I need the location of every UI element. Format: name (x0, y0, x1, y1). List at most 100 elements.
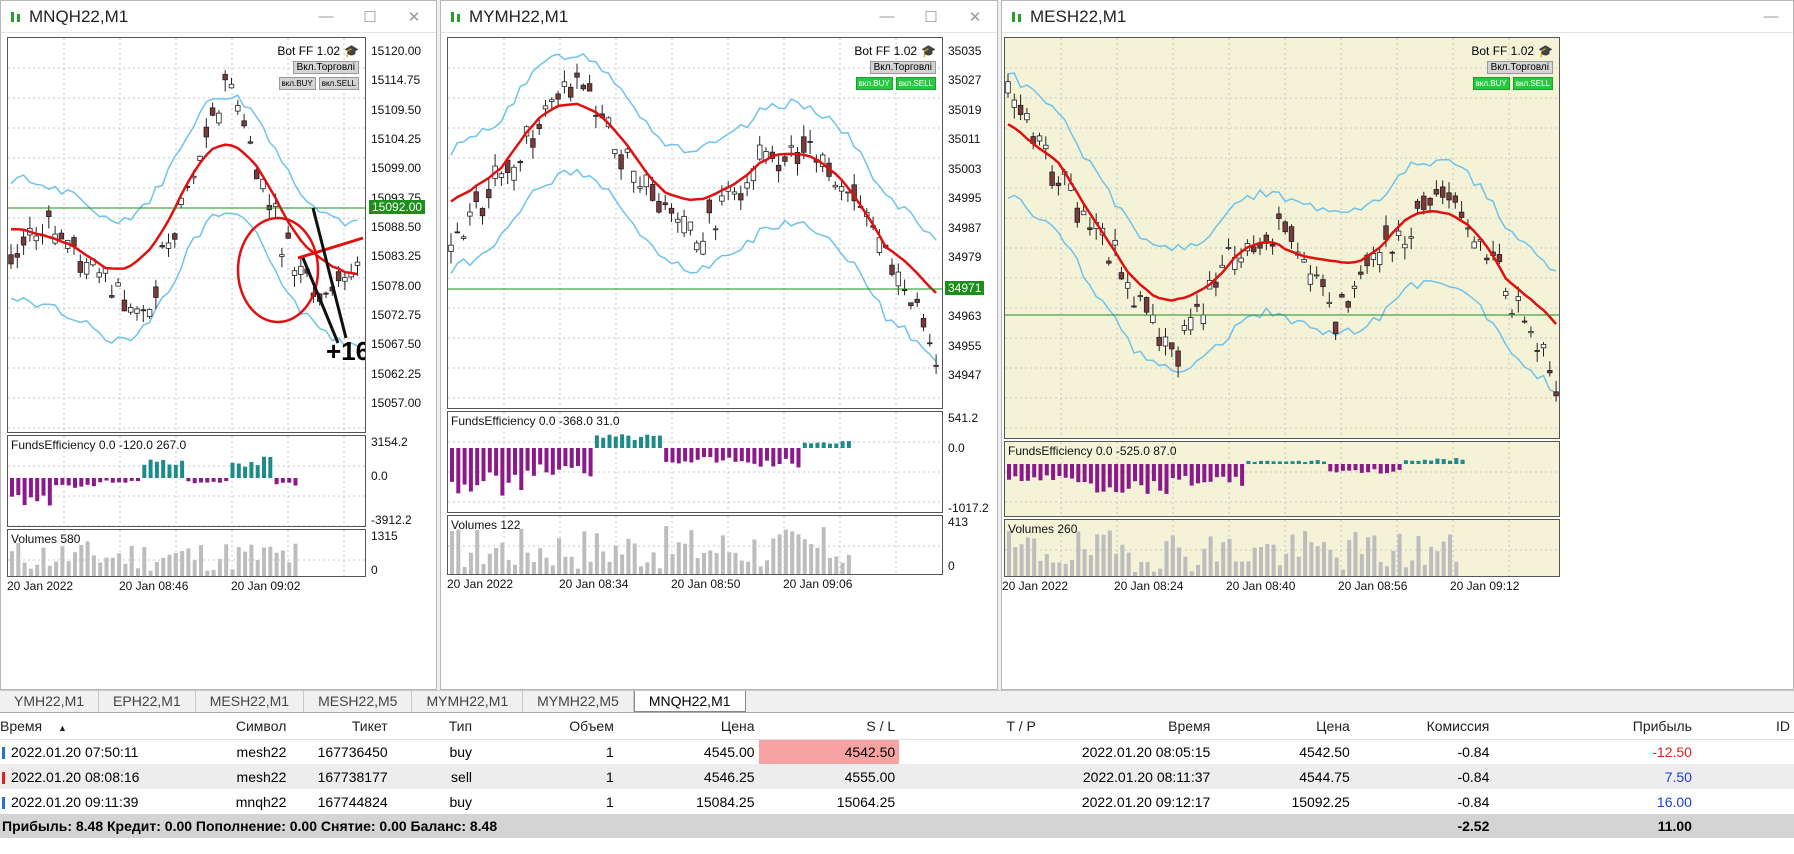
price-chart[interactable]: Bot FF 1.02 🎓 Вкл.Торговлі вкл.BUY вкл.SEL… (1004, 37, 1560, 439)
candle-body (1521, 320, 1528, 323)
tab-mnqh22-m1[interactable]: MNQH22,M1 (633, 691, 746, 712)
col-close-price[interactable]: Цена (1214, 713, 1354, 740)
candle-body (561, 81, 568, 87)
table-row[interactable]: 2022.01.20 07:50:11 mesh22 167736450 buy… (0, 739, 1794, 764)
candle-body (1395, 230, 1402, 236)
trading-toggle-button[interactable]: Вкл.Торговлі (292, 61, 359, 74)
tab-eph22-m1[interactable]: EPH22,M1 (99, 691, 196, 712)
col-type[interactable]: Тип (391, 713, 477, 740)
minimize-button[interactable]: — (1763, 8, 1779, 25)
buy-toggle-button[interactable]: вкл.BUY (1472, 77, 1510, 90)
volume-bar (1170, 535, 1175, 576)
price-chart[interactable]: Bot FF 1.02 🎓 Вкл.Торговлі вкл.BUY вкл.SEL… (447, 37, 943, 409)
col-commission[interactable]: Комиссия (1353, 713, 1494, 740)
fe-bar-negative (588, 448, 593, 477)
volume-bar (249, 544, 254, 576)
window-titlebar[interactable]: MYMH22,M1 — ☐ ✕ (441, 1, 997, 33)
candle-body (241, 120, 247, 127)
close-button[interactable]: ✕ (407, 8, 421, 26)
volume-bar (1353, 531, 1358, 576)
fe-bar-negative (199, 478, 203, 483)
col-sl[interactable]: S / L (758, 713, 900, 740)
candle-body (1345, 301, 1351, 308)
candle-body (895, 271, 901, 287)
trading-toggle-button[interactable]: Вкл.Торговлі (869, 61, 936, 74)
tab-ymh22-m1[interactable]: YMH22,M1 (0, 691, 100, 712)
candle-body (1187, 317, 1194, 331)
sell-toggle-button[interactable]: вкл.SELL (318, 77, 359, 90)
indicator-label: Volumes 260 (1008, 522, 1078, 536)
col-price[interactable]: Цена (617, 713, 759, 740)
col-close-time[interactable]: Время (1039, 713, 1215, 740)
chart-window-mym[interactable]: MYMH22,M1 — ☐ ✕ Bot FF 1.02 🎓 Вкл.Торговл… (440, 0, 998, 690)
candle-body (1351, 285, 1358, 289)
trading-toggle-button[interactable]: Вкл.Торговлі (1486, 61, 1553, 74)
window-titlebar[interactable]: MESH22,M1 — (1002, 1, 1793, 33)
volume-bar (840, 562, 845, 574)
col-open-time[interactable]: Время ▲ (0, 713, 167, 740)
volume-bar (733, 552, 738, 574)
volume-bar (136, 568, 140, 576)
volume-bar (293, 543, 298, 576)
volume-bar (1063, 563, 1068, 576)
cell-profit: 7.50 (1493, 764, 1696, 789)
col-tp[interactable]: T / P (899, 713, 1040, 740)
tab-mesh22-m1[interactable]: MESH22,M1 (196, 691, 305, 712)
time-label: 20 Jan 08:34 (559, 577, 629, 591)
volume-bar (500, 542, 505, 574)
fe-bar-negative (582, 448, 587, 474)
fe-bar-positive (1252, 461, 1257, 464)
fe-bar-positive (249, 462, 254, 478)
sell-toggle-button[interactable]: вкл.SELL (895, 77, 936, 90)
fe-bar-negative (104, 478, 109, 481)
window-titlebar[interactable]: MNQH22,M1 — ☐ ✕ (1, 1, 436, 33)
price-axis-label: 15088.50 (371, 220, 422, 234)
buy-toggle-button[interactable]: вкл.BUY (855, 77, 893, 90)
volume-bar (582, 531, 587, 574)
maximize-button[interactable]: ☐ (363, 8, 377, 26)
candle-body (1175, 350, 1181, 367)
fe-bar-positive (607, 434, 612, 448)
candle-body (253, 169, 260, 180)
minimize-button[interactable]: — (318, 8, 334, 25)
table-row[interactable]: 2022.01.20 08:08:16 mesh22 167738177 sel… (0, 764, 1794, 789)
buy-toggle-button[interactable]: вкл.BUY (278, 77, 316, 90)
summary-text: Прибыль: 8.48 Кредит: 0.00 Пополнение: 0… (2, 818, 498, 834)
cell-tp (899, 764, 1040, 789)
volume-bar (110, 557, 115, 576)
volume-bar (217, 558, 222, 576)
tab-mymh22-m1[interactable]: MYMH22,M1 (412, 691, 524, 712)
chart-window-mes[interactable]: MESH22,M1 — Bot FF 1.02 🎓 Вкл.Торговлі вк… (1001, 0, 1794, 690)
chart-icon (1012, 11, 1021, 22)
volume-bar (1410, 560, 1415, 576)
cell-profit: -12.50 (1652, 743, 1692, 760)
col-volume[interactable]: Объем (476, 713, 618, 740)
close-button[interactable]: ✕ (968, 8, 982, 26)
fe-bar-positive (1265, 460, 1270, 464)
fe-bar-negative (500, 448, 505, 496)
candle-body (109, 295, 115, 298)
col-symbol[interactable]: Символ (166, 713, 291, 740)
volume-bar (262, 547, 266, 576)
chart-window-mnq[interactable]: MNQH22,M1 — ☐ ✕ Bot FF 1.02 🎓 Вкл.Торговл… (0, 0, 437, 690)
fe-bar-positive (243, 466, 248, 478)
minimize-button[interactable]: — (879, 8, 895, 25)
volume-bar (1202, 548, 1207, 576)
maximize-button[interactable]: ☐ (924, 8, 938, 26)
candle-body (159, 245, 165, 248)
tab-mymh22-m5[interactable]: MYMH22,M5 (523, 691, 634, 712)
col-profit[interactable]: Прибыль (1493, 713, 1696, 740)
fe-bar-positive (1284, 461, 1289, 464)
price-chart[interactable]: Bot FF 1.02 🎓 Вкл.Торговлі вкл.BUY вкл.SEL… (7, 37, 366, 433)
fe-bar-positive (645, 434, 650, 448)
volume-bar (35, 564, 40, 576)
table-row[interactable]: 2022.01.20 09:11:39 mnqh22 167744824 buy… (0, 789, 1794, 814)
price-axis-label: 34979 (948, 250, 982, 265)
tab-mesh22-m5[interactable]: MESH22,M5 (304, 691, 413, 712)
sell-toggle-button[interactable]: вкл.SELL (1512, 77, 1553, 90)
col-id[interactable]: ID (1695, 713, 1794, 740)
volume-bar (506, 559, 511, 574)
candle-body (920, 318, 927, 328)
volumes-panel: Volumes 260 (1004, 519, 1560, 577)
col-ticket[interactable]: Тикет (290, 713, 392, 740)
